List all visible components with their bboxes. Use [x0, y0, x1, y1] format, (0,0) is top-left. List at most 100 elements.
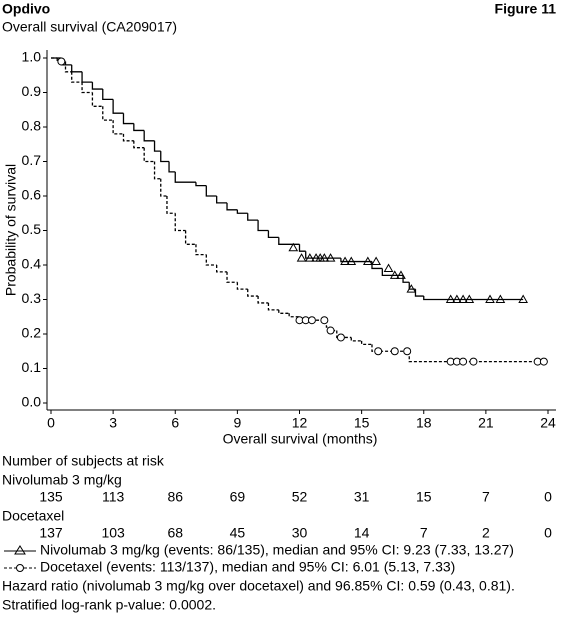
survival-step [112, 120, 124, 135]
risk-count: 0 [544, 489, 552, 505]
survival-step [166, 196, 176, 214]
censor-mark [307, 316, 316, 325]
risk-count: 68 [167, 525, 183, 541]
legend-marker [14, 545, 26, 555]
risk-count: 30 [292, 525, 308, 541]
survival-step [133, 123, 145, 132]
risk-count: 113 [102, 489, 125, 505]
censor-mark [406, 284, 417, 293]
risk-title: Number of subjects at risk [2, 453, 165, 469]
survival-step [112, 99, 124, 114]
survival-step [408, 351, 542, 363]
censor-mark [485, 294, 495, 303]
censor-mark [403, 347, 412, 356]
survival-step [91, 92, 103, 107]
x-tick-label: 3 [109, 415, 117, 431]
x-tick-label: 15 [354, 415, 370, 431]
risk-count: 135 [39, 489, 63, 505]
survival-step [195, 244, 207, 256]
survival-step [174, 171, 196, 183]
survival-step [102, 89, 114, 101]
risk-count: 2 [482, 525, 490, 541]
risk-count: 14 [354, 525, 370, 541]
risk-count: 103 [101, 525, 125, 541]
x-tick-label: 0 [47, 415, 55, 431]
y-tick-label: 0.5 [22, 221, 42, 237]
y-tick-label: 0.2 [22, 325, 42, 341]
survival-step [360, 340, 372, 345]
censor-mark [464, 294, 475, 303]
censor-mark [346, 256, 357, 266]
survival-step [247, 289, 259, 297]
survival-step [71, 64, 83, 73]
censor-mark [383, 263, 394, 272]
censor-mark [459, 357, 468, 366]
x-tick-label: 9 [233, 415, 241, 431]
survival-step [122, 113, 134, 125]
y-tick-label: 1.0 [22, 49, 42, 65]
survival-step [64, 61, 72, 73]
risk-count: 45 [230, 525, 246, 541]
survival-step [143, 130, 155, 142]
censor-mark [389, 270, 400, 279]
x-tick-label: 21 [478, 415, 494, 431]
risk-count: 7 [482, 489, 490, 505]
risk-row-label: Nivolumab 3 mg/kg [2, 472, 122, 488]
y-tick-label: 0.6 [22, 187, 42, 203]
survival-step [160, 178, 167, 197]
survival-step [81, 82, 93, 94]
survival-step [226, 202, 238, 211]
censor-mark [445, 294, 456, 303]
legend-marker [16, 564, 24, 572]
survival-step [160, 151, 170, 163]
survival-step [205, 254, 217, 266]
survival-step [216, 196, 228, 204]
y-tick-label: 0.3 [22, 290, 42, 306]
survival-step [184, 230, 196, 245]
y-tick-label: 0.8 [22, 118, 42, 134]
product-title: Opdivo [2, 1, 50, 17]
survival-step [153, 140, 161, 152]
legend-label: Nivolumab 3 mg/kg (events: 86/135), medi… [40, 542, 514, 558]
risk-count: 7 [420, 525, 428, 541]
survival-step [236, 209, 248, 214]
survival-step [247, 213, 259, 221]
risk-count: 86 [167, 489, 183, 505]
y-axis-label: Probability of survival [3, 164, 19, 296]
survival-step [267, 302, 279, 311]
censor-mark [452, 294, 462, 303]
survival-step [122, 133, 134, 142]
survival-step [91, 82, 103, 90]
survival-step [257, 220, 269, 232]
survival-step [340, 258, 372, 263]
survival-step [56, 58, 66, 63]
risk-count: 137 [39, 525, 63, 541]
legend-label: Docetaxel (events: 113/137), median and … [40, 559, 455, 575]
censor-mark [458, 294, 468, 303]
censor-mark [326, 326, 335, 335]
survival-step [71, 71, 83, 83]
y-tick-label: 0.4 [22, 256, 42, 272]
risk-count: 0 [544, 525, 552, 541]
survival-step [153, 161, 161, 180]
survival-step [298, 244, 306, 252]
censor-mark [371, 256, 381, 266]
subtitle: Overall survival (CA209017) [2, 19, 177, 35]
survival-step [267, 230, 279, 239]
p-value: Stratified log-rank p-value: 0.0002. [2, 597, 216, 613]
survival-step [226, 271, 238, 283]
censor-mark [288, 242, 299, 252]
risk-count: 31 [354, 489, 370, 505]
censor-mark [325, 253, 336, 262]
censor-mark [340, 256, 350, 266]
survival-step [257, 296, 269, 304]
censor-mark [304, 253, 315, 262]
censor-mark [469, 357, 478, 366]
risk-count: 15 [416, 489, 432, 505]
survival-step [402, 275, 410, 283]
censor-mark [319, 253, 330, 262]
y-tick-label: 0.9 [22, 83, 42, 99]
survival-step [236, 282, 248, 290]
survival-step [305, 251, 341, 259]
